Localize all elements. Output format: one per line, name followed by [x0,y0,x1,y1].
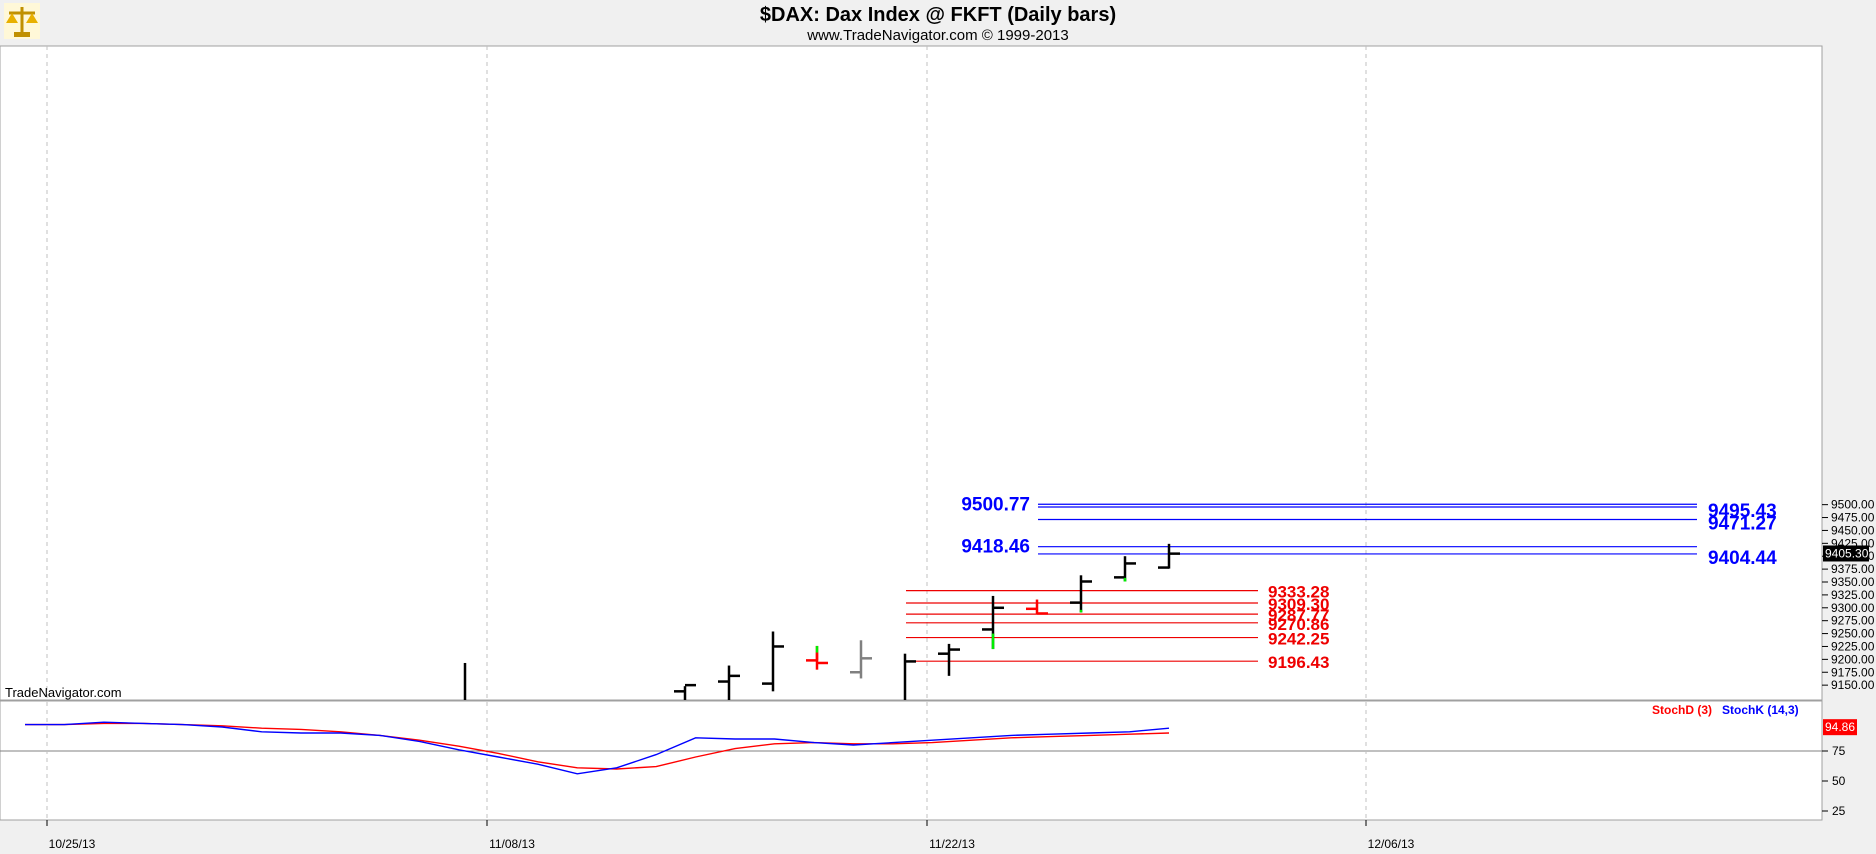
stoch-line [25,722,1170,770]
trade-navigator-logo [4,3,40,39]
y-tick-label: 9350.00 [1831,575,1875,589]
last-price-label: 9405.30 [1825,546,1869,560]
red-level-label: 9287.77 [1268,606,1329,625]
price-bars [463,543,1180,700]
stoch-line [25,721,1170,775]
chart-title: $DAX: Dax Index @ FKFT (Daily bars) [760,4,1116,26]
red-level-label: 9270.86 [1268,615,1329,634]
x-tick-label: 10/25/13 [49,837,96,851]
blue-level-label: 9500.77 [961,494,1030,515]
red-level-label: 9242.25 [1268,630,1329,649]
stoch-y-label: 25 [1832,804,1846,818]
y-tick-label: 9375.00 [1831,562,1875,576]
price-pane [0,45,1823,701]
y-tick-label: 9475.00 [1831,511,1875,525]
chart-subtitle: www.TradeNavigator.com © 1999-2013 [806,27,1068,44]
price-axis: 9150.009175.009200.009225.009250.009275.… [1822,498,1875,692]
blue-level-label: 9404.44 [1708,548,1777,569]
blue-level-label: 9418.46 [961,537,1030,558]
date-axis: 10/25/13 11/08/13 11/22/13 12/06/13 [46,820,1415,851]
legend-stochd: StochD (3) [1652,703,1712,717]
red-level-label: 9196.43 [1268,653,1329,672]
watermark: TradeNavigator.com [5,685,122,700]
red-level-label: 9333.28 [1268,583,1329,602]
stoch-y-label: 75 [1832,744,1846,758]
stoch-y-label: 50 [1832,774,1846,788]
stoch-last-tag [1823,719,1857,736]
y-tick-label: 9325.00 [1831,588,1875,602]
blue-level-label: 9495.43 [1708,501,1777,522]
y-tick-label: 9250.00 [1831,627,1875,641]
y-tick-label: 9225.00 [1831,639,1875,653]
stoch-last-label: 94.86 [1825,720,1855,734]
y-tick-label: 9200.00 [1831,652,1875,666]
red-level-label: 9309.30 [1268,595,1329,614]
x-tick-label: 11/08/13 [489,837,535,851]
y-tick-label: 9150.00 [1831,678,1875,692]
legend-stochk: StochK (14,3) [1722,703,1799,717]
y-tick-label: 9175.00 [1831,665,1875,679]
stoch-pane [0,700,1823,821]
y-tick-label: 9500.00 [1831,498,1875,512]
last-price-tag [1823,545,1869,562]
grid-lines [46,46,1367,820]
blue-level-label: 9471.27 [1708,513,1777,534]
y-tick-label: 9300.00 [1831,601,1875,615]
y-tick-label: 9275.00 [1831,614,1875,628]
y-tick-label: 9450.00 [1831,523,1875,537]
x-tick-label: 11/22/13 [929,837,975,851]
x-tick-label: 12/06/13 [1368,837,1415,851]
stochastic-pane: 25 50 75 StochD (3) StochK (14,3) 94.86 [25,703,1857,818]
